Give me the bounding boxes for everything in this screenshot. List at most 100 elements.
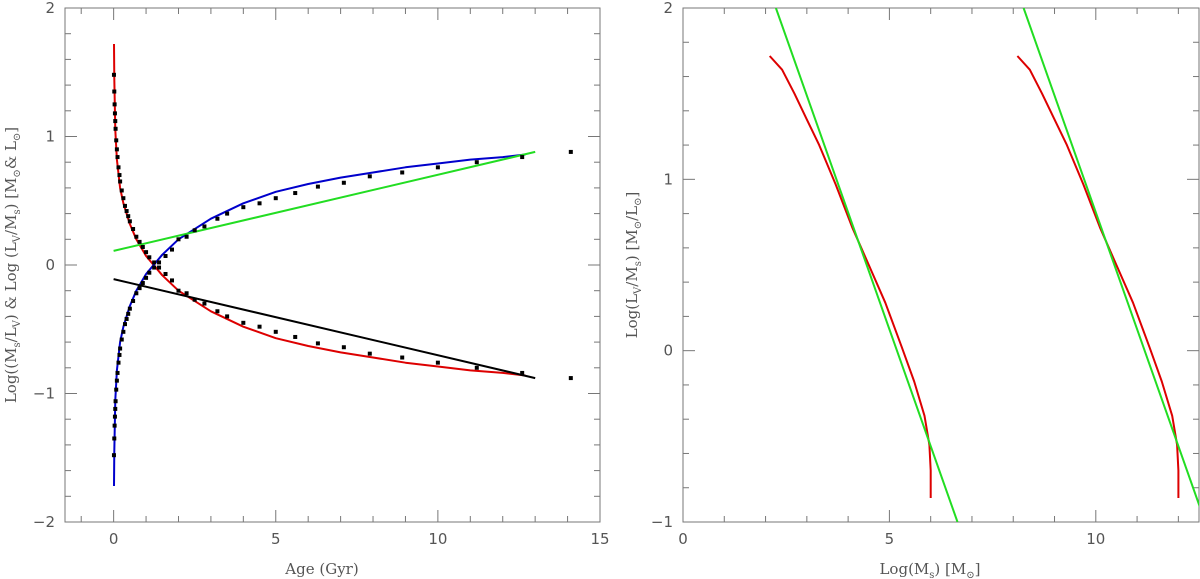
data-point: [315, 341, 320, 346]
data-point: [112, 102, 117, 107]
data-point: [273, 196, 278, 201]
data-point: [116, 165, 121, 170]
data-point: [215, 309, 220, 314]
data-point: [192, 228, 197, 233]
data-point: [147, 255, 152, 260]
x-tick-label: 15: [590, 530, 609, 548]
data-point: [192, 297, 197, 302]
data-point: [117, 352, 122, 357]
data-point: [113, 126, 118, 131]
data-point: [117, 173, 122, 178]
y-tick-label: −2: [33, 513, 55, 531]
data-point: [118, 346, 123, 351]
data-point: [202, 224, 207, 229]
data-point: [137, 286, 142, 291]
x-axis-label: Age (Gyr): [284, 560, 358, 578]
data-point: [225, 211, 230, 216]
x-tick-label: 10: [1086, 530, 1105, 548]
data-point: [121, 196, 126, 201]
y-tick-label: 0: [45, 256, 55, 274]
data-point: [115, 370, 120, 375]
data-point: [568, 149, 573, 154]
data-point: [341, 180, 346, 185]
data-point: [341, 345, 346, 350]
x-tick-label: 5: [885, 530, 895, 548]
data-point: [202, 301, 207, 306]
data-point: [176, 237, 181, 242]
series-line-3: [113, 278, 536, 380]
data-point: [113, 399, 118, 404]
x-tick-label: 5: [271, 530, 281, 548]
data-point: [184, 291, 189, 296]
data-point: [126, 311, 131, 316]
plot-frame: [682, 7, 1200, 523]
data-point: [163, 254, 168, 259]
data-point: [170, 278, 174, 283]
data-point: [118, 179, 123, 184]
data-point: [134, 234, 139, 239]
data-point: [215, 216, 220, 221]
data-point: [157, 260, 162, 265]
y-tick-label: 1: [663, 170, 673, 188]
data-point: [113, 406, 118, 411]
data-point: [126, 214, 131, 219]
data-point: [520, 370, 525, 375]
y-tick-label: 0: [663, 342, 673, 360]
data-point: [474, 365, 479, 370]
data-points: [111, 72, 573, 458]
series-line-1: [1016, 55, 1180, 498]
data-point: [293, 191, 298, 196]
data-point: [121, 329, 126, 334]
data-point: [124, 316, 129, 321]
data-point: [113, 119, 118, 124]
x-axis-label: Log(Ms) [M⊙]: [879, 560, 980, 579]
tick-marks: [65, 7, 601, 523]
data-point: [111, 453, 116, 458]
data-point: [115, 155, 120, 160]
data-point: [474, 160, 479, 165]
data-point: [131, 227, 136, 232]
data-point: [134, 291, 139, 296]
tick-marks: [682, 7, 1199, 523]
data-point: [114, 378, 119, 383]
data-point: [124, 209, 129, 214]
data-point: [140, 280, 145, 285]
data-point: [257, 201, 262, 206]
x-tick-label: 0: [678, 530, 688, 548]
data-point: [112, 423, 117, 428]
series-line-0: [768, 55, 932, 498]
data-point: [137, 239, 142, 244]
plot-frame: [64, 7, 601, 523]
data-point: [131, 298, 136, 303]
data-point: [127, 219, 132, 224]
data-point: [114, 387, 119, 392]
series-line-1: [113, 153, 526, 487]
data-point: [293, 334, 298, 339]
y-tick-label: 2: [45, 0, 55, 17]
data-point: [157, 265, 162, 270]
data-point: [122, 203, 127, 208]
data-point: [112, 414, 117, 419]
data-point: [170, 247, 174, 252]
data-point: [367, 351, 372, 356]
y-tick-label: 1: [45, 128, 55, 146]
y-tick-label: −1: [651, 513, 673, 531]
data-point: [114, 138, 119, 143]
y-axis-label: Log((Ms/LV) & Log (LV/Ms) [M⊙& L⊙]: [2, 127, 23, 403]
data-point: [520, 155, 525, 160]
x-tick-label: 10: [428, 530, 447, 548]
data-point: [152, 265, 157, 270]
data-point: [163, 271, 168, 276]
y-tick-label: −1: [33, 385, 55, 403]
data-point: [273, 329, 278, 334]
data-point: [400, 170, 405, 175]
data-point: [184, 234, 189, 239]
data-point: [119, 188, 124, 193]
data-point: [114, 147, 119, 152]
data-point: [144, 250, 149, 255]
data-point: [176, 288, 181, 293]
left-panel: 0 5 10 15 −2 −1 0 1 2 Age (Gyr) Log((Ms/LV) & Log …: [2, 0, 610, 578]
series-line-2: [774, 8, 959, 522]
data-point: [152, 260, 157, 265]
